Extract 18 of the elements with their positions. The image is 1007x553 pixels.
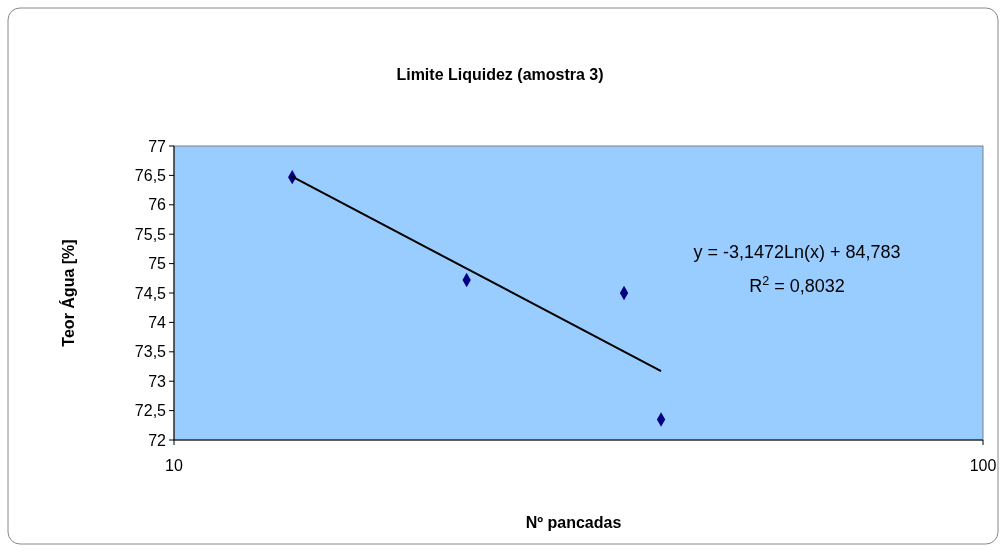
annotation: y = -3,1472Ln(x) + 84,783 (693, 242, 901, 262)
y-tick-label: 72,5 (134, 402, 167, 420)
chart-title: Limite Liquidez (amostra 3) (396, 66, 604, 83)
x-tick-label: 10 (165, 457, 183, 474)
y-tick-label: 74 (148, 314, 167, 331)
x-axis-title: Nº pancadas (525, 514, 622, 531)
y-axis-title: Teor Água [%] (59, 239, 77, 347)
annotation: R$^{2}$ = 0,8032 (749, 274, 845, 296)
y-tick-label: 76,5 (134, 167, 167, 184)
y-tick-label: 75,5 (134, 225, 167, 243)
y-tick-label: 74,5 (134, 284, 167, 302)
y-tick-label: 72 (148, 431, 167, 449)
y-tick-label: 73 (148, 372, 167, 390)
y-tick-label: 75 (148, 255, 167, 273)
y-tick-label: 73,5 (134, 343, 167, 361)
y-tick-label: 77 (148, 137, 167, 155)
x-tick-label: 100 (969, 457, 997, 474)
y-tick-label: 76 (148, 196, 167, 214)
